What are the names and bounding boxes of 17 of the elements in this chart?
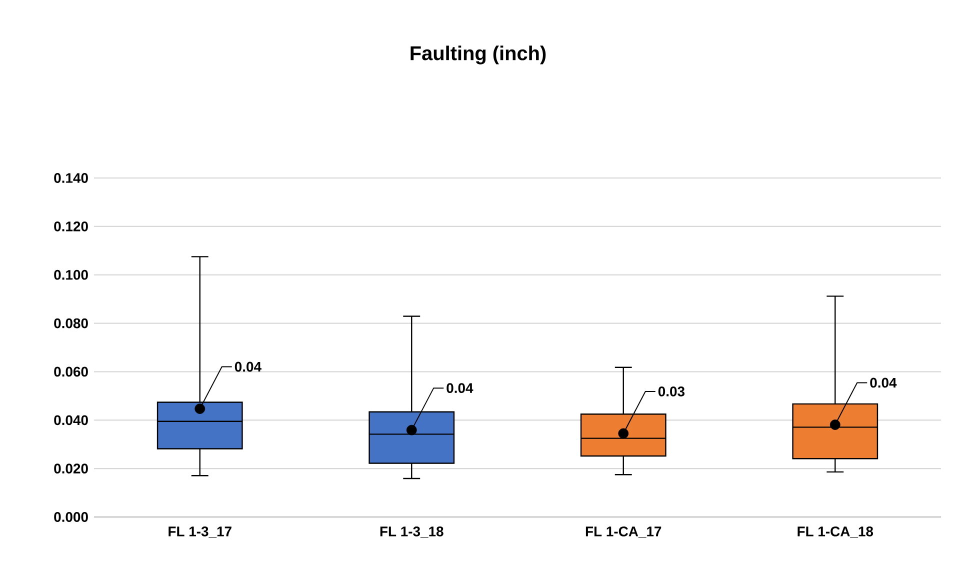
x-tick-label: FL 1-3_18 [380,526,444,538]
y-tick-label: 0.040 [54,415,88,426]
y-tick-label: 0.140 [54,173,88,183]
chart-title: Faulting (inch) [410,46,546,64]
y-tick-label: 0.080 [54,318,88,328]
annotation: 0.04 [234,362,262,372]
y-tick-label: 0.000 [54,512,88,522]
annotation: 0.04 [870,378,897,388]
y-tick-label: 0.020 [54,464,88,474]
y-tick-label: 0.100 [54,270,88,280]
y-tick-label: 0.060 [54,366,88,377]
annotation: 0.04 [446,383,474,394]
x-tick-label: FL 1-CA_18 [798,526,874,538]
annotation: 0.03 [658,386,685,396]
x-tick-label: FL 1-CA_17 [586,526,662,538]
x-tick-label: FL 1-3_17 [168,526,232,538]
y-tick-label: 0.120 [54,221,88,232]
